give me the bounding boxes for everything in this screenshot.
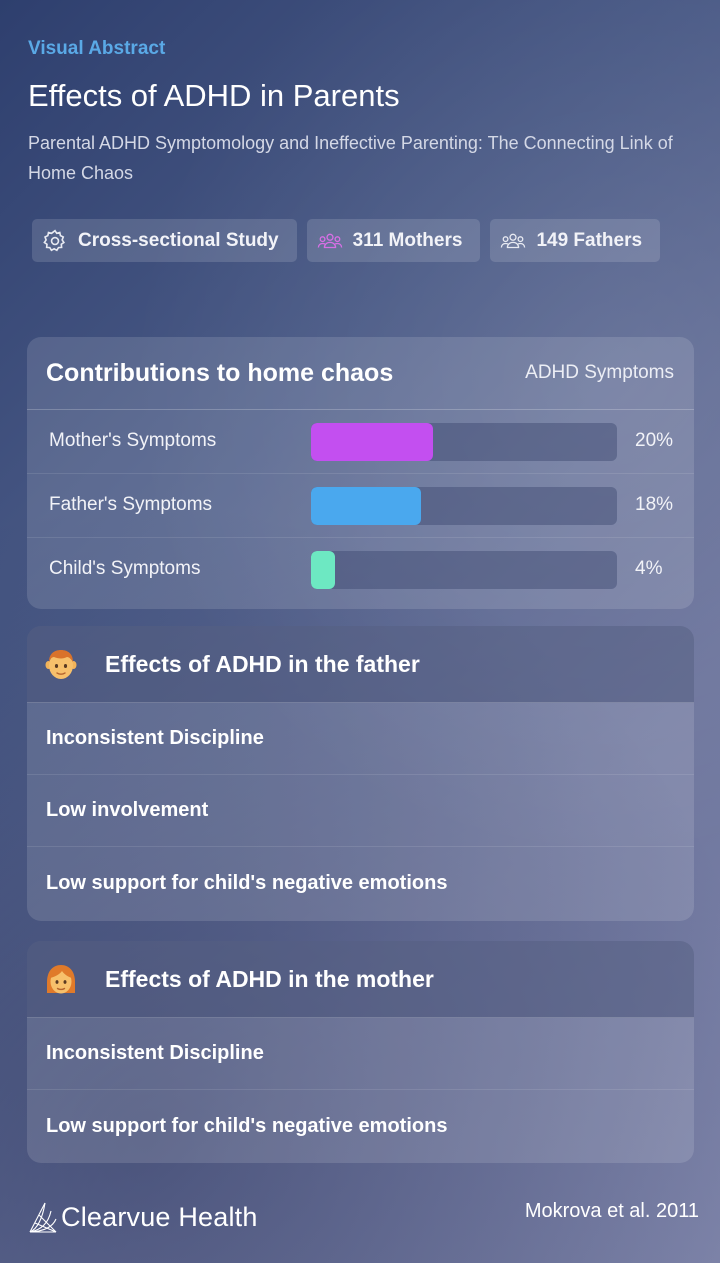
group-icon <box>317 228 343 254</box>
citation: Mokrova et al. 2011 <box>524 1200 699 1222</box>
chart-category-label: Child's Symptoms <box>49 558 201 579</box>
chip-label: Cross-sectional Study <box>78 229 279 251</box>
gear-icon <box>42 228 68 254</box>
chip-label: 311 Mothers <box>352 229 463 251</box>
chart-header: Contributions to home chaos ADHD Symptom… <box>27 337 694 410</box>
chart-category-label: Mother's Symptoms <box>49 430 217 451</box>
chart-bars: Mother's Symptoms 20% Father's Symptoms 18%… <box>27 410 694 602</box>
chart-bar-track <box>311 551 617 589</box>
chart-bar-track <box>311 487 617 525</box>
page-title: Effects of ADHD in Parents <box>28 78 400 113</box>
group-icon <box>500 228 526 254</box>
chart-bar-track <box>311 423 617 461</box>
brand-logo-icon <box>29 1202 57 1233</box>
chart-bar <box>311 423 433 461</box>
brand-logo-lockup: Clearvue Health <box>27 1196 258 1238</box>
man-face-icon <box>45 650 77 679</box>
chart-value-label: 4% <box>635 558 663 579</box>
list-item: Low support for child's negative emotion… <box>46 871 448 894</box>
page-subtitle: Parental ADHD Symptomology and Ineffecti… <box>28 133 673 183</box>
woman-face-icon <box>47 965 75 994</box>
chip-study-type: Cross-sectional Study <box>32 219 297 262</box>
list-item: Inconsistent Discipline <box>27 1018 694 1090</box>
chart-bar <box>311 487 421 525</box>
father-effects-title: Effects of ADHD in the father <box>105 650 420 677</box>
list-item: Inconsistent Discipline <box>27 703 694 775</box>
home-chaos-chart-card: Contributions to home chaos ADHD Symptom… <box>27 337 694 609</box>
chip-fathers: 149 Fathers <box>490 219 661 262</box>
chart-bar-row: Mother's Symptoms 20% <box>27 410 694 474</box>
chart-value-label: 18% <box>635 494 674 515</box>
mother-effects-card: Effects of ADHD in the mother Inconsiste… <box>27 941 694 1163</box>
eyebrow-label: Visual Abstract <box>28 38 166 59</box>
brand-name: Clearvue Health <box>61 1201 258 1232</box>
father-effects-card: Effects of ADHD in the father Inconsiste… <box>27 626 694 921</box>
chart-bar <box>311 551 335 589</box>
chart-title: Contributions to home chaos <box>46 358 394 387</box>
chart-bar-row: Child's Symptoms 4% <box>27 538 694 602</box>
mother-effects-header: Effects of ADHD in the mother <box>27 941 694 1018</box>
chart-tag: ADHD Symptoms <box>525 362 674 383</box>
chart-category-label: Father's Symptoms <box>49 494 213 515</box>
father-effects-header: Effects of ADHD in the father <box>27 626 694 703</box>
chip-label: 149 Fathers <box>536 229 643 251</box>
chart-value-label: 20% <box>635 430 674 451</box>
list-item: Low involvement <box>27 775 694 847</box>
chart-bar-row: Father's Symptoms 18% <box>27 474 694 538</box>
study-chips: Cross-sectional Study 311 Mothers <box>32 219 692 262</box>
list-item: Low support for child's negative emotion… <box>46 1114 448 1137</box>
mother-effects-title: Effects of ADHD in the mother <box>105 965 434 992</box>
chip-mothers: 311 Mothers <box>306 219 481 262</box>
